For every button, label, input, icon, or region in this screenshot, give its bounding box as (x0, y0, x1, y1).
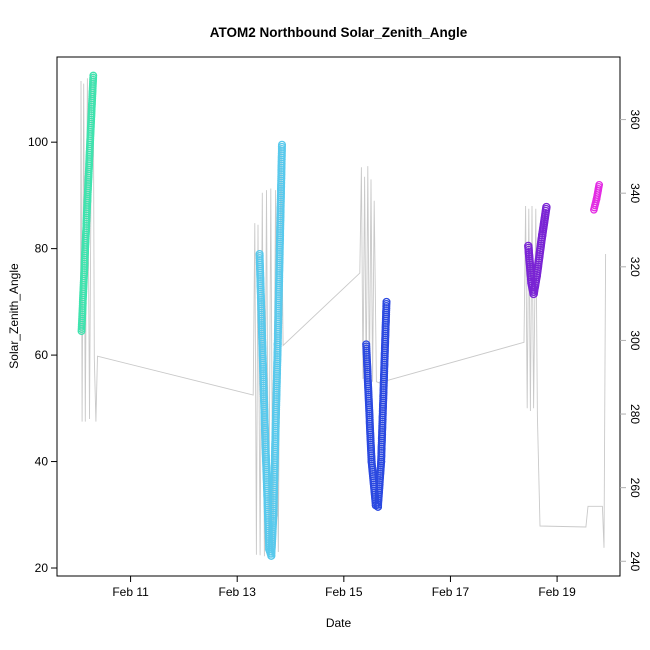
data-point (542, 202, 551, 212)
x-axis-label: Date (325, 616, 352, 630)
y-tick-label: 80 (35, 242, 49, 256)
series-pass-1-springgreen (77, 71, 98, 336)
x-tick-label: Feb 17 (432, 585, 470, 599)
x-tick-label: Feb 15 (325, 585, 363, 599)
data-point (382, 297, 391, 306)
series-pass-3-blue (362, 297, 391, 511)
y2-tick-label: 320 (628, 257, 642, 277)
x-axis: Feb 11 Feb 13 Feb 15 Feb 17 Feb 19 (112, 576, 576, 599)
y-tick-label: 100 (28, 135, 48, 149)
chart-title: ATOM2 Northbound Solar_Zenith_Angle (209, 25, 468, 40)
y2-tick-label: 360 (628, 110, 642, 130)
series-pass-5-magenta (590, 180, 604, 214)
y2-axis: 240 260 280 300 320 340 360 (620, 110, 642, 572)
y-axis-label: Solar_Zenith_Angle (7, 263, 21, 369)
y2-tick-label: 260 (628, 478, 642, 498)
data-point (89, 71, 98, 80)
series-pass-4-purple (524, 202, 551, 299)
y-tick-label: 40 (35, 455, 49, 469)
data-point (595, 180, 604, 189)
x-tick-label: Feb 19 (538, 585, 576, 599)
plot-box (56, 56, 621, 577)
y-tick-label: 20 (35, 561, 49, 575)
y2-tick-label: 300 (628, 330, 642, 350)
x-tick-label: Feb 13 (219, 585, 257, 599)
series-pass-2-skyblue (255, 140, 287, 560)
y2-tick-label: 340 (628, 183, 642, 203)
y2-tick-label: 240 (628, 551, 642, 571)
y2-tick-label: 280 (628, 404, 642, 424)
x-tick-label: Feb 11 (112, 585, 149, 599)
y-tick-label: 60 (35, 348, 49, 362)
zenith-angle-trace (80, 72, 607, 557)
y-axis: 20 40 60 80 100 (28, 135, 57, 575)
data-point (277, 140, 287, 149)
